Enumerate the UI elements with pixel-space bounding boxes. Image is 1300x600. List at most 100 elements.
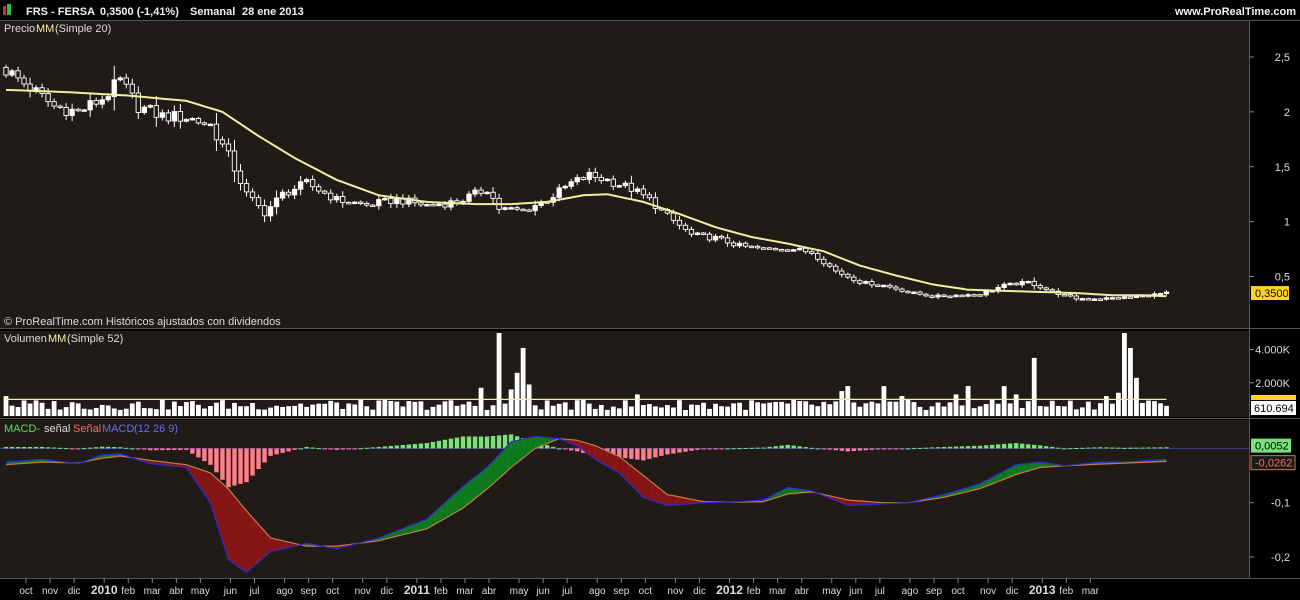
price-y-tick: 1,5 xyxy=(1275,162,1290,174)
macd-fill-segment xyxy=(457,486,463,512)
price-legend-label: Precio xyxy=(4,23,35,35)
price-candle xyxy=(1043,286,1049,292)
price-candle xyxy=(688,226,695,237)
macd-histogram-bar xyxy=(544,445,550,449)
macd-histogram-bar xyxy=(346,448,351,450)
price-candle xyxy=(273,190,280,215)
price-candle xyxy=(514,205,520,212)
price-candle xyxy=(75,107,81,112)
macd-histogram-bar xyxy=(388,445,394,449)
volume-bar xyxy=(51,401,57,416)
price-candle xyxy=(1073,293,1079,302)
x-tick-label: nov xyxy=(980,586,996,597)
volume-bar xyxy=(3,396,9,416)
x-tick-label: mar xyxy=(144,586,162,597)
price-candle xyxy=(322,189,328,195)
macd-histogram-bar xyxy=(857,448,863,451)
macd-histogram-bar xyxy=(707,448,712,450)
macd-histogram-bar xyxy=(647,448,652,459)
macd-histogram-bar xyxy=(238,448,243,484)
macd-histogram-bar xyxy=(1032,444,1037,449)
macd-fill-segment xyxy=(246,510,253,573)
volume-bar xyxy=(159,399,165,416)
volume-bar xyxy=(141,408,147,416)
macd-histogram-bar xyxy=(112,447,117,449)
macd-histogram-bar xyxy=(833,448,838,451)
volume-bar xyxy=(653,406,658,416)
price-candle xyxy=(382,197,388,201)
macd-histogram-bar xyxy=(689,448,694,451)
macd-histogram-bar xyxy=(364,447,369,449)
volume-bar xyxy=(370,409,376,416)
macd-histogram-bar xyxy=(334,448,339,450)
macd-fill-segment xyxy=(577,440,584,451)
site-label[interactable]: www.ProRealTime.com xyxy=(1174,6,1296,18)
macd-histogram-bar xyxy=(274,448,279,455)
macd-fill-segment xyxy=(643,475,650,500)
price-candle xyxy=(352,201,358,205)
volume-bar xyxy=(33,400,39,416)
macd-histogram-bar xyxy=(875,448,881,450)
volume-bar xyxy=(412,401,418,416)
macd-fill-segment xyxy=(847,500,854,506)
volume-bar xyxy=(671,407,676,416)
price-candle xyxy=(69,103,75,122)
macd-histogram-bar xyxy=(563,448,568,450)
price-candle xyxy=(700,231,707,236)
volume-bar xyxy=(220,400,225,416)
volume-bar xyxy=(322,403,328,416)
volume-bar xyxy=(238,406,243,416)
volume-bar xyxy=(57,409,63,416)
macd-fill-segment xyxy=(517,439,524,463)
macd-histogram-bar xyxy=(1038,445,1043,449)
volume-bar xyxy=(376,400,382,416)
macd-histogram-bar xyxy=(550,446,556,449)
volume-bar xyxy=(646,404,652,416)
price-candle xyxy=(953,293,959,298)
volume-bar xyxy=(1140,402,1145,416)
volume-last-value: 610.694 xyxy=(1254,403,1294,415)
volume-bar xyxy=(604,409,610,416)
volume-bar xyxy=(713,403,718,416)
macd-histogram-bar xyxy=(51,447,57,449)
macd-histogram-bar xyxy=(370,447,375,449)
volume-bar xyxy=(129,403,135,416)
volume-bar xyxy=(971,408,977,416)
volume-bar xyxy=(719,406,724,416)
volume-bar xyxy=(983,404,989,416)
volume-bar xyxy=(628,406,634,416)
macd-histogram-bar xyxy=(87,447,93,449)
y-axis: 2,5 2 1,5 1 0,5 4.000K 2.000K -0,1 -0,2 0,3500 610… xyxy=(1249,52,1296,564)
macd-histogram-bar xyxy=(256,448,261,470)
price-y-tick: 1 xyxy=(1284,217,1290,229)
price-candle xyxy=(604,178,610,182)
price-candle xyxy=(568,178,574,190)
macd-histogram-bar xyxy=(400,444,406,449)
macd-fill-segment xyxy=(204,470,211,503)
price-candle xyxy=(334,193,340,203)
macd-histogram-bar xyxy=(298,448,303,450)
macd-histogram-bar xyxy=(15,446,21,449)
volume-plot xyxy=(3,333,1169,416)
price-candle xyxy=(207,123,214,127)
macd-histogram-bar xyxy=(785,444,790,449)
volume-bar xyxy=(1013,394,1019,416)
macd-histogram-bar xyxy=(803,447,808,449)
volume-bar xyxy=(81,408,87,416)
volume-bar xyxy=(791,399,797,416)
volume-bar xyxy=(815,406,821,416)
price-candle xyxy=(797,247,803,251)
macd-fill-segment xyxy=(444,497,451,519)
macd-fill-segment xyxy=(505,441,512,473)
price-candle xyxy=(171,105,178,128)
price-candle xyxy=(340,191,346,208)
volume-ma-tag xyxy=(1251,395,1296,400)
x-tick-label: ago xyxy=(902,586,919,597)
macd-histogram-bar xyxy=(184,448,189,450)
volume-bar xyxy=(526,384,532,416)
macd-fill-segment xyxy=(475,472,481,499)
volume-bar xyxy=(1128,347,1133,416)
volume-bar xyxy=(592,408,598,416)
volume-bar xyxy=(153,409,159,416)
volume-bar xyxy=(839,391,845,416)
